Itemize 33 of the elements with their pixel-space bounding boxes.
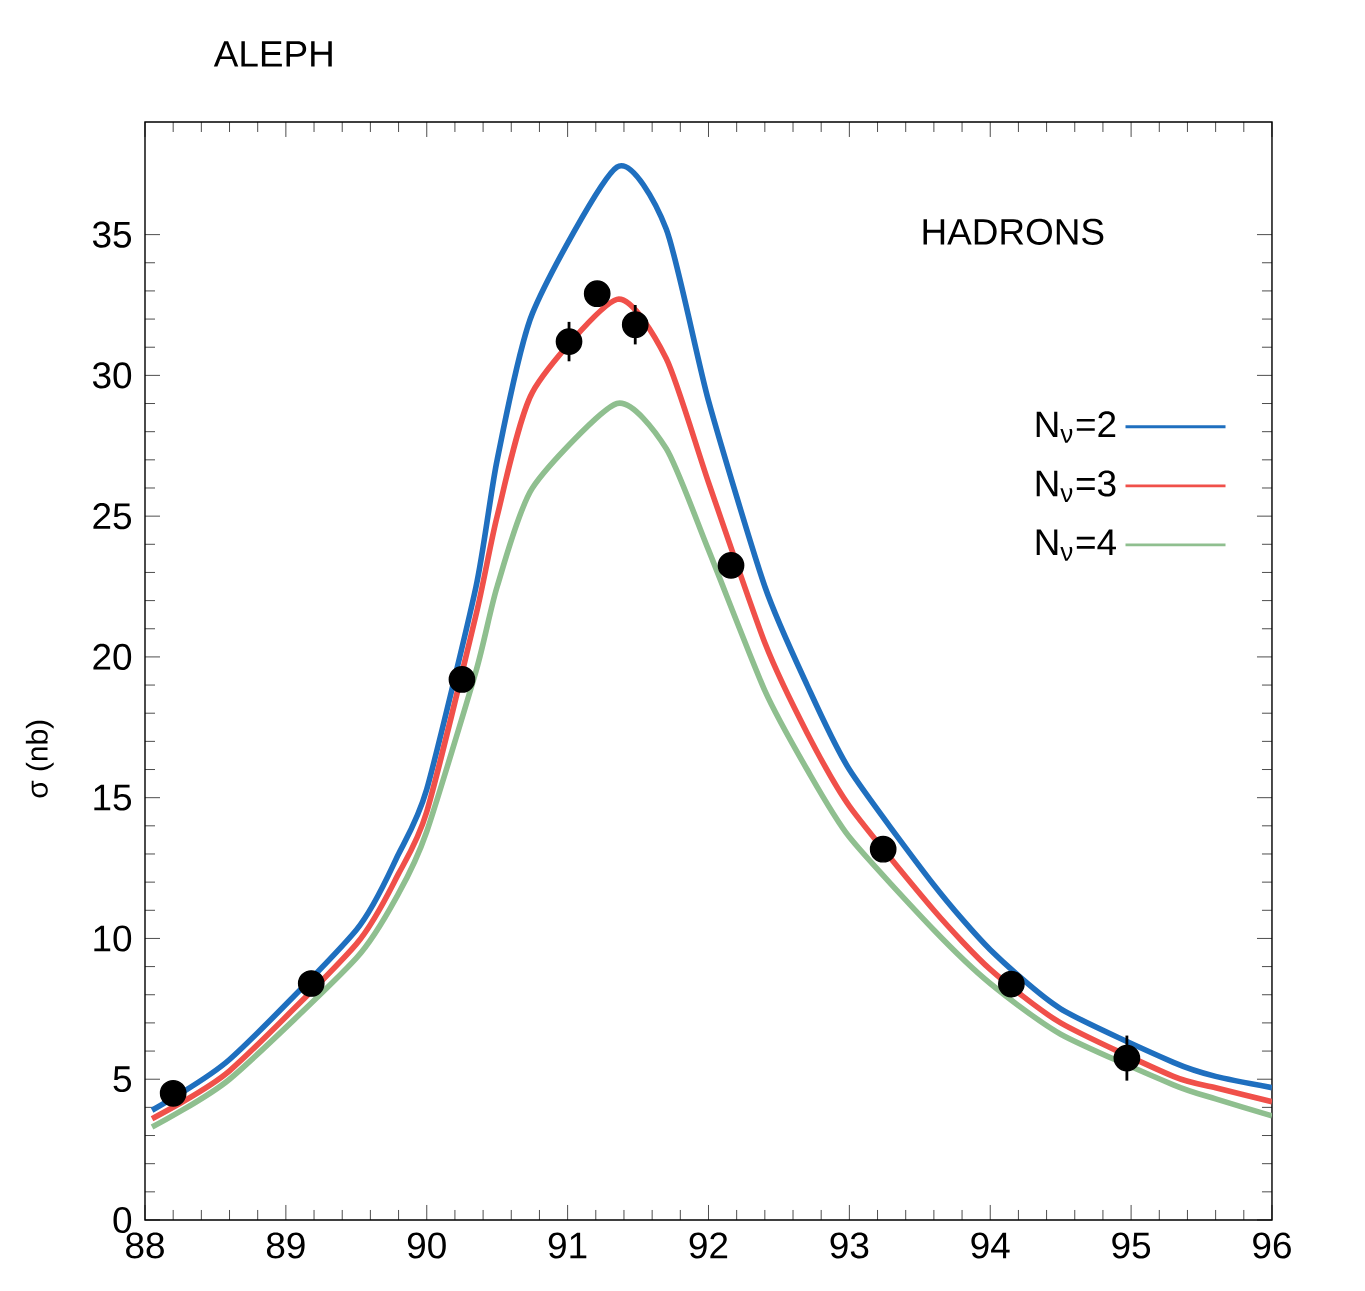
y-tick-label: 20: [93, 643, 132, 670]
point: [998, 970, 1025, 998]
x-tick-label: 95: [1112, 1232, 1151, 1259]
y-tick-label: 10: [94, 925, 132, 952]
point: [297, 970, 325, 997]
y-tick-label: 30: [92, 362, 132, 389]
point: [621, 311, 649, 339]
point: [583, 280, 611, 308]
x-tick-label: 89: [266, 1232, 305, 1259]
x-tick-label: 92: [689, 1232, 728, 1259]
x-tick-label: 91: [548, 1232, 587, 1259]
point: [159, 1079, 187, 1107]
legend-label: N$_{ν}$=3: [1036, 470, 1116, 502]
point: [1113, 1044, 1141, 1072]
y-tick-label: 15: [94, 784, 132, 811]
point: [555, 328, 583, 355]
y-tick-label: 35: [92, 221, 132, 248]
point: [869, 835, 897, 863]
y-tick-label: 0: [113, 1206, 132, 1234]
legend-label: N$_{ν}$=4: [1036, 529, 1116, 561]
x-tick-label: 94: [971, 1232, 1010, 1259]
annotation: HADRONS: [923, 218, 1104, 245]
y-axis-title: σ (nb): [25, 720, 54, 798]
x-tick-label: 90: [407, 1232, 446, 1259]
x-tick-label: 93: [830, 1232, 869, 1259]
x-tick-label: 88: [126, 1232, 164, 1259]
legend-label: N$_{ν}$=2: [1036, 411, 1116, 443]
y-tick-label: 25: [93, 503, 132, 530]
y-tick-label: 5: [113, 1066, 132, 1093]
point: [448, 666, 476, 693]
chart-title: ALEPH: [213, 41, 332, 67]
x-tick-label: 96: [1253, 1232, 1291, 1259]
point: [717, 552, 745, 579]
